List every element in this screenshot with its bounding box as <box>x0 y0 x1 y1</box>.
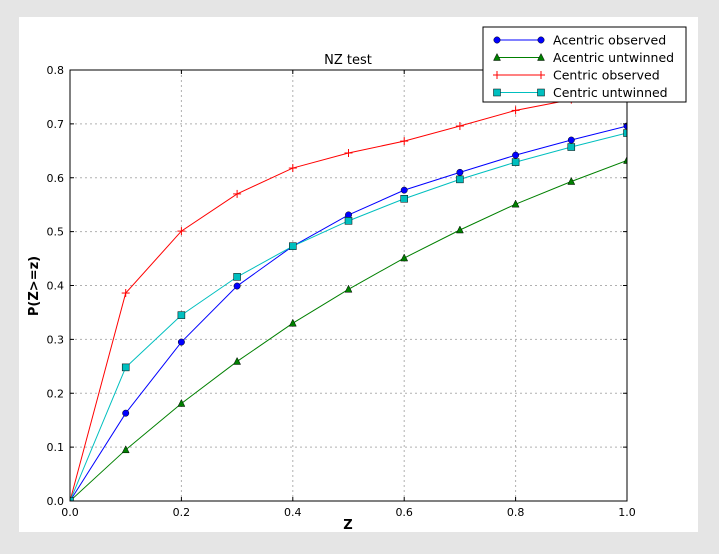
plus-marker <box>288 164 297 173</box>
y-tick-label: 0.1 <box>47 441 65 454</box>
chart-title: NZ test <box>324 53 372 68</box>
y-tick-label: 0.4 <box>47 280 65 293</box>
triangle-marker <box>121 445 130 454</box>
figure-canvas <box>19 17 698 532</box>
triangle-marker <box>400 253 409 262</box>
triangle-marker <box>511 199 520 208</box>
triangle-marker <box>537 52 545 61</box>
circle-marker <box>512 151 520 159</box>
x-tick-label: 0.6 <box>395 506 413 519</box>
series-acentric-untwinned <box>70 155 627 501</box>
legend-label: Centric untwinned <box>553 85 668 100</box>
plus-marker <box>455 122 464 131</box>
square-marker <box>233 273 241 281</box>
circle-marker <box>537 36 545 44</box>
x-axis-label: Z <box>343 518 352 533</box>
triangle-marker <box>344 284 353 293</box>
y-tick-label: 0.6 <box>47 172 65 185</box>
triangle-marker <box>288 318 297 327</box>
circle-marker <box>493 36 501 44</box>
legend-label: Centric observed <box>553 68 660 83</box>
plus-marker <box>344 148 353 157</box>
triangle-marker <box>177 398 186 407</box>
square-marker <box>121 363 130 372</box>
square-marker <box>511 158 520 166</box>
plus-marker <box>493 71 501 79</box>
circle-marker <box>400 186 408 194</box>
legend-item: Centric untwinned <box>493 85 668 100</box>
square-marker <box>456 175 464 184</box>
x-tick-label: 0.2 <box>173 506 191 519</box>
square-marker <box>623 129 627 137</box>
y-tick-label: 0.2 <box>47 387 65 400</box>
series-centric-observed <box>70 82 627 501</box>
legend-label: Acentric untwinned <box>553 50 674 65</box>
legend-item: Acentric observed <box>493 33 666 48</box>
triangle-marker <box>623 155 627 164</box>
x-tick-label: 0.4 <box>284 506 302 519</box>
legend-item: Acentric untwinned <box>493 50 674 65</box>
square-marker <box>567 143 576 151</box>
square-marker <box>289 242 297 250</box>
square-marker <box>344 217 353 225</box>
x-tick-label: 0.8 <box>507 506 525 519</box>
circle-marker <box>233 282 241 290</box>
square-marker <box>177 311 186 319</box>
series-group <box>70 82 627 501</box>
legend: Acentric observed Acentric untwinned Centr… <box>482 26 687 103</box>
circle-marker <box>456 168 464 176</box>
triangle-marker <box>493 52 501 61</box>
triangle-marker <box>455 225 464 234</box>
y-axis-label: P(Z>=z) <box>27 256 42 316</box>
x-tick-label: 0.0 <box>61 506 79 519</box>
triangle-marker <box>233 356 242 365</box>
legend-label: Acentric observed <box>553 33 666 48</box>
plus-marker <box>537 71 545 79</box>
square-marker <box>70 497 74 501</box>
plus-marker <box>177 227 186 236</box>
y-tick-label: 0.3 <box>47 333 65 346</box>
circle-marker <box>122 409 130 417</box>
y-tick-label: 0.8 <box>47 64 65 77</box>
series-centric-untwinned <box>70 129 627 501</box>
triangle-marker <box>567 176 576 185</box>
plus-marker <box>121 289 130 298</box>
plus-marker <box>233 189 242 198</box>
circle-marker <box>177 338 185 346</box>
y-tick-label: 0.7 <box>47 118 65 131</box>
ticks: 0.0 0.2 0.4 0.6 0.8 1.0 0.0 0.1 0.2 0.3 0.4 0.5 0.6 0… <box>47 64 636 519</box>
circle-marker <box>567 136 575 144</box>
square-marker <box>493 88 501 97</box>
plus-marker <box>511 106 520 115</box>
square-marker <box>537 88 545 97</box>
plus-marker <box>400 137 409 146</box>
legend-item: Centric observed <box>493 68 660 83</box>
square-marker <box>400 195 408 203</box>
series-acentric-observed <box>70 122 627 501</box>
y-tick-label: 0.5 <box>47 226 65 239</box>
y-tick-label: 0.0 <box>47 495 65 508</box>
x-tick-label: 1.0 <box>618 506 636 519</box>
